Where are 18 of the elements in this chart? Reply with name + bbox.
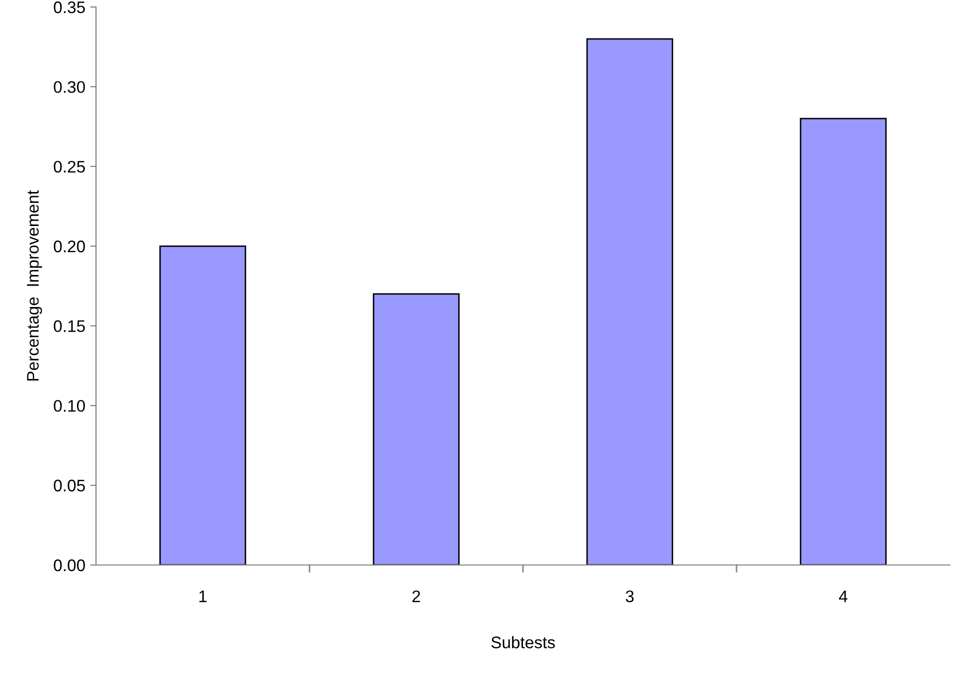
- bar: [586, 38, 674, 565]
- y-tick-label: 0.35: [54, 1, 85, 14]
- bar: [372, 293, 460, 565]
- x-axis-title: Subtests: [491, 636, 555, 648]
- y-tick-label: 0.25: [54, 160, 85, 173]
- x-tick-label: 3: [626, 590, 634, 602]
- y-tick-label: 0.15: [54, 320, 85, 332]
- x-tick-label: 1: [199, 590, 207, 602]
- bar: [159, 245, 246, 565]
- y-tick-label: 0.05: [54, 480, 85, 492]
- y-tick-label: 0.30: [54, 81, 85, 93]
- bar: [800, 118, 887, 565]
- x-tick-label: 4: [839, 590, 848, 602]
- y-tick-label: 0.00: [54, 559, 85, 572]
- y-tick-label: 0.20: [54, 240, 85, 252]
- y-axis-title: Percentage Improvement: [27, 190, 42, 381]
- x-tick-label: 2: [412, 590, 420, 602]
- y-tick-label: 0.10: [54, 400, 85, 412]
